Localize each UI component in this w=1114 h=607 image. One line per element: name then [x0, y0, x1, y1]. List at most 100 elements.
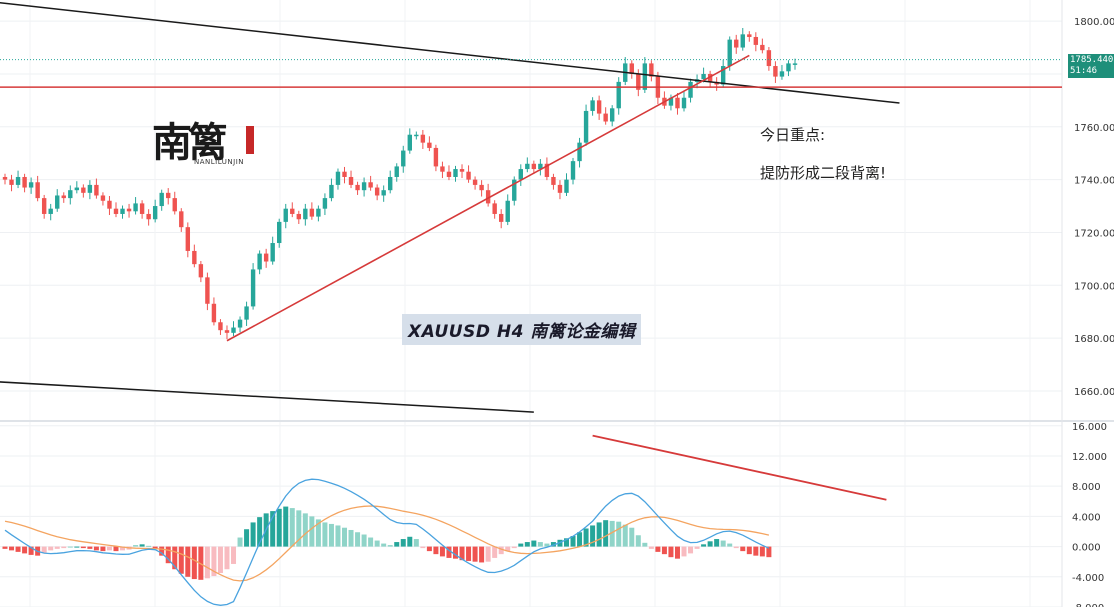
- macd-histogram-bar: [74, 546, 80, 548]
- candle-body: [316, 208, 321, 217]
- macd-histogram-bar: [413, 539, 419, 547]
- candle-body: [179, 211, 184, 228]
- macd-histogram-bar: [635, 535, 641, 547]
- macd-histogram-bar: [426, 546, 432, 552]
- macd-histogram-bar: [596, 522, 602, 547]
- macd-histogram-bar: [159, 546, 165, 556]
- macd-histogram-bar: [753, 546, 759, 556]
- macd-histogram-bar: [368, 537, 374, 547]
- macd-histogram-bar: [41, 546, 47, 553]
- macd-histogram-bar: [603, 520, 609, 547]
- macd-histogram-bar: [681, 546, 687, 557]
- macd-histogram-bar: [668, 546, 674, 558]
- macd-histogram-bar: [648, 546, 654, 549]
- candle-body: [9, 179, 14, 185]
- candle-body: [28, 182, 34, 188]
- macd-histogram-bar: [172, 546, 178, 570]
- candle-body: [583, 110, 589, 143]
- macd-histogram-bar: [80, 546, 86, 549]
- macd-histogram-bar: [244, 529, 250, 547]
- macd-histogram-bar: [655, 546, 661, 552]
- macd-histogram-bar: [524, 542, 530, 547]
- macd-histogram-bar: [257, 517, 263, 547]
- candle-body: [446, 171, 452, 177]
- macd-histogram-bar: [629, 527, 635, 547]
- macd-tick-label: 0.000: [1072, 543, 1101, 554]
- candle-body: [740, 34, 745, 48]
- candle-body: [81, 187, 86, 193]
- candle-body: [727, 39, 732, 67]
- macd-histogram-bar: [661, 546, 667, 555]
- candle-body: [688, 81, 693, 98]
- macd-histogram-bar: [420, 546, 426, 549]
- macd-tick-label: 4.000: [1072, 512, 1101, 523]
- candle-body: [296, 213, 302, 220]
- candle-body: [538, 163, 543, 170]
- macd-histogram-bar: [733, 546, 739, 549]
- candle-body: [544, 163, 550, 177]
- candle-body: [407, 134, 412, 151]
- candle-body: [231, 327, 236, 333]
- macd-histogram-bar: [165, 546, 171, 564]
- macd-histogram-bar: [309, 516, 315, 547]
- macd-histogram-bar: [688, 546, 694, 554]
- candle-body: [525, 163, 530, 170]
- candle-body: [237, 319, 243, 328]
- candle-body: [681, 97, 687, 109]
- candle-body: [649, 63, 654, 77]
- candle-body: [224, 330, 230, 333]
- candle-body: [205, 277, 210, 304]
- candle-body: [335, 171, 341, 185]
- macd-histogram-bar: [531, 540, 537, 547]
- macd-histogram-bar: [616, 521, 622, 547]
- macd-histogram-bar: [204, 546, 210, 579]
- candle-body: [453, 169, 458, 177]
- macd-histogram-bar: [315, 519, 321, 547]
- candle-body: [74, 187, 80, 191]
- macd-histogram-bar: [492, 546, 498, 558]
- signal-line: [4, 505, 770, 582]
- macd-histogram-bar: [701, 544, 707, 547]
- macd-histogram-bar: [439, 546, 445, 557]
- candle-body: [355, 184, 360, 191]
- macd-histogram-bar: [302, 513, 308, 547]
- candle-body: [277, 221, 282, 244]
- macd-histogram-bar: [400, 539, 406, 547]
- macd-tick-label: 12.000: [1072, 452, 1107, 463]
- candle-body: [388, 176, 393, 191]
- macd-histogram-bar: [544, 543, 550, 547]
- macd-histogram-bar: [550, 542, 556, 547]
- macd-tick-label: 8.000: [1072, 482, 1101, 493]
- candle-body: [94, 184, 99, 196]
- candle-body: [609, 108, 615, 122]
- candle-body: [250, 269, 256, 307]
- candle-body: [701, 73, 706, 80]
- candle-body: [48, 208, 53, 214]
- macd-histogram-bar: [361, 534, 367, 547]
- logo-seal: [246, 126, 254, 154]
- macd-histogram-bar: [191, 546, 197, 580]
- candle-body: [577, 142, 582, 162]
- macd-histogram-bar: [707, 541, 713, 547]
- candle-body: [2, 176, 8, 180]
- candle-body: [786, 63, 791, 72]
- macd-histogram-bar: [498, 546, 504, 555]
- macd-histogram-bar: [100, 546, 106, 552]
- candle-body: [766, 50, 772, 67]
- macd-histogram-bar: [328, 523, 334, 547]
- macd-histogram-bar: [746, 546, 752, 555]
- note-title: 今日重点:: [760, 126, 826, 144]
- macd-histogram-bar: [387, 545, 393, 547]
- macd-histogram-bar: [433, 546, 439, 555]
- candle-body: [22, 176, 27, 188]
- macd-tick-label: -4.000: [1072, 573, 1104, 584]
- candle-body: [734, 39, 739, 48]
- candle-body: [41, 198, 47, 214]
- macd-histogram-bar: [714, 539, 720, 547]
- macd-histogram-bar: [335, 525, 341, 547]
- macd-histogram-bar: [15, 546, 21, 552]
- macd-histogram-bar: [694, 546, 700, 549]
- candle-body: [211, 303, 217, 323]
- candle-body: [113, 208, 119, 214]
